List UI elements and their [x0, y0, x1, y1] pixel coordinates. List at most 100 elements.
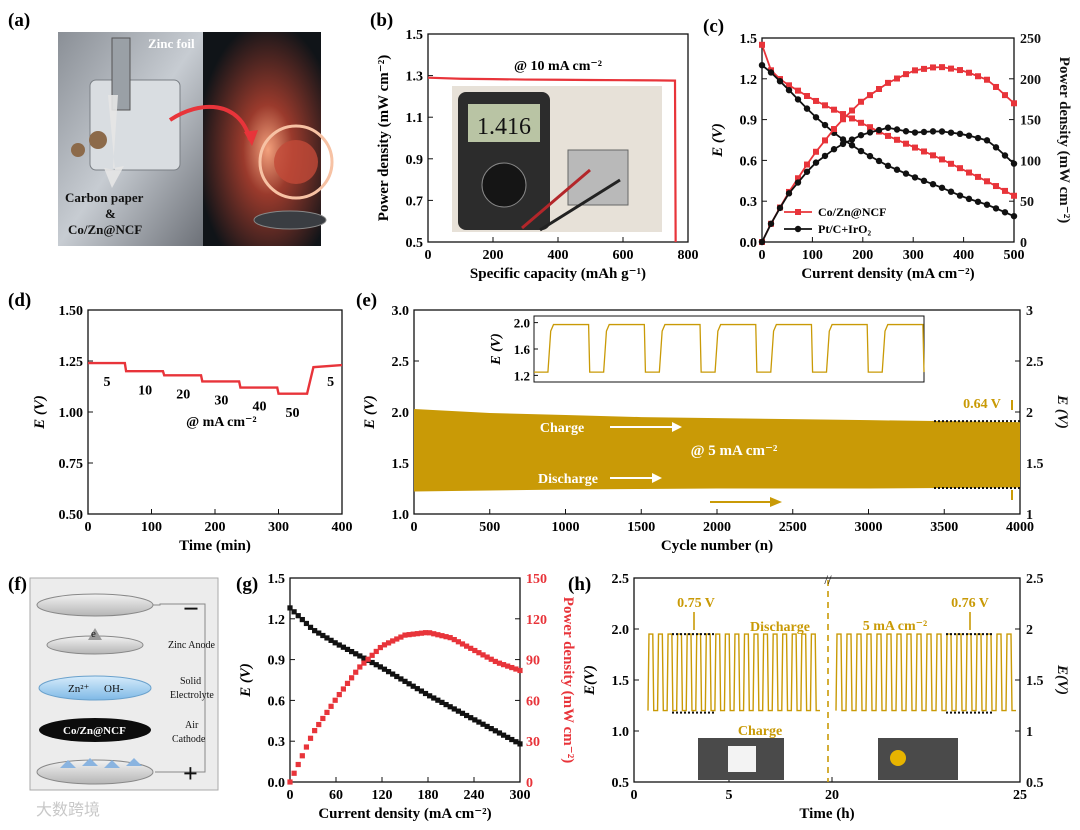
y2-tick-label: 150: [1020, 114, 1041, 129]
gap-label-right: 0.76 V: [951, 596, 989, 611]
data-point: [866, 129, 874, 136]
cozn-label: Co/Zn@NCF: [68, 222, 142, 237]
data-point: [427, 630, 433, 636]
axis-break-mark: //: [824, 572, 832, 587]
inset-y-label: E (V): [489, 333, 504, 366]
data-point: [1001, 152, 1009, 159]
x-tick-label: 200: [852, 248, 873, 263]
y2-tick-label: 150: [526, 572, 547, 587]
step-label: 5: [327, 375, 334, 390]
annotation: @ 10 mA cm⁻²: [514, 59, 602, 74]
x-tick-label: 100: [802, 248, 823, 263]
panel-f-schematic: e Zn²⁺ OH- Co/Zn@NCF − + Zinc Anode Soli…: [29, 577, 219, 791]
data-point: [369, 652, 375, 658]
y-tick-label: 1.0: [392, 508, 410, 523]
data-point: [459, 641, 466, 647]
data-point: [439, 633, 445, 639]
x-tick-label: 240: [464, 788, 485, 803]
y-tick-label: 1.5: [612, 674, 630, 689]
data-point: [414, 686, 420, 692]
x-tick-label: 400: [332, 520, 353, 535]
legend-label: Co/Zn@NCF: [818, 205, 887, 219]
data-point: [974, 198, 982, 205]
data-point: [299, 753, 305, 759]
data-point: [966, 69, 972, 76]
y-tick-label: 0.0: [740, 236, 758, 251]
data-point: [443, 634, 449, 640]
data-point: [912, 144, 918, 151]
data-point: [476, 650, 482, 656]
data-point: [349, 648, 355, 655]
data-point: [839, 136, 847, 143]
data-point: [361, 655, 367, 661]
y-axis-label: E (V): [32, 395, 48, 430]
data-point: [353, 651, 359, 657]
y-tick-label: 0.3: [268, 735, 286, 750]
data-point: [921, 148, 927, 155]
y-tick-label: 2.0: [612, 623, 630, 638]
data-point: [1010, 160, 1018, 167]
data-point: [307, 735, 314, 741]
cell-device: [567, 149, 629, 206]
panel-label-b: (b): [370, 10, 393, 31]
data-point: [509, 736, 515, 743]
data-point: [1001, 209, 1009, 216]
panel-label-c: (c): [703, 16, 724, 37]
data-point: [876, 86, 882, 92]
data-point: [373, 662, 379, 668]
y-axis-label: E (V): [238, 663, 254, 698]
inset-y-tick-label: 1.2: [514, 368, 530, 383]
data-point: [803, 105, 811, 112]
data-point: [992, 144, 1000, 151]
data-point: [422, 630, 429, 636]
data-point: [875, 126, 883, 134]
y-tick-label: 1.2: [740, 73, 758, 88]
x-tick-label: 200: [483, 248, 504, 263]
x-tick-label: 3500: [930, 520, 958, 535]
data-point: [939, 156, 945, 163]
y-tick-label: 0.9: [740, 114, 758, 129]
data-point: [455, 708, 461, 714]
data-point: [911, 174, 919, 181]
data-point: [821, 152, 829, 160]
x-tick-label: 400: [548, 248, 569, 263]
data-point: [307, 624, 314, 630]
data-point: [513, 666, 519, 672]
y-tick-label: 2.0: [392, 406, 410, 421]
data-point: [328, 637, 334, 643]
y-tick-label: 0.75: [59, 457, 84, 472]
cycling-band: [414, 408, 1020, 492]
data-point: [431, 631, 437, 637]
data-point: [966, 169, 972, 176]
y-tick-label: 1.5: [740, 32, 758, 47]
data-point: [316, 630, 322, 636]
data-point: [332, 697, 338, 703]
data-point: [894, 75, 900, 82]
data-point: [492, 658, 498, 665]
data-point: [484, 723, 490, 730]
data-point: [920, 177, 928, 184]
data-point: [785, 86, 793, 94]
y-tick-label: 0.0: [268, 776, 286, 791]
x-tick-label: 1000: [552, 520, 580, 535]
data-point: [839, 140, 847, 148]
gap-label-left: 0.75 V: [677, 596, 715, 611]
y2-tick-label: 200: [1020, 73, 1041, 88]
data-point: [377, 664, 383, 670]
data-point: [468, 645, 474, 651]
data-point: [758, 61, 766, 69]
data-point: [813, 97, 819, 104]
data-point: [929, 181, 937, 188]
y-axis-label: E (V): [362, 395, 378, 430]
x-tick-label: 0: [287, 788, 294, 803]
series-line: [427, 76, 677, 243]
y2-tick-label: 1.5: [1026, 674, 1044, 689]
x-tick-label: 400: [953, 248, 974, 263]
discharge-label: Discharge: [750, 620, 810, 635]
red-arrow-icon: [168, 105, 252, 141]
data-point: [911, 129, 919, 136]
data-point: [344, 680, 351, 686]
data-point: [794, 179, 802, 186]
y-tick-label: 1.00: [59, 406, 84, 421]
